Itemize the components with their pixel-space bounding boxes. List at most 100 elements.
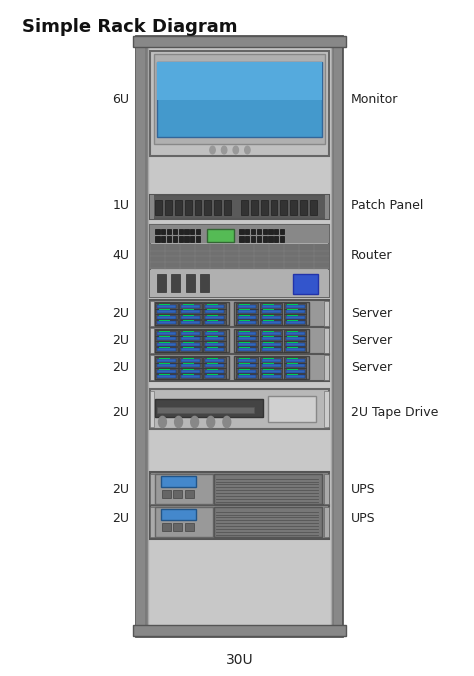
Bar	[159, 309, 170, 310]
Bar	[159, 358, 170, 359]
Bar	[196, 228, 201, 235]
Bar	[204, 200, 211, 214]
Bar	[324, 355, 329, 380]
Bar	[263, 368, 274, 370]
Bar	[245, 228, 249, 235]
Text: Simple Rack Diagram: Simple Rack Diagram	[21, 18, 237, 36]
Bar	[133, 37, 346, 47]
Bar	[181, 359, 200, 362]
Bar	[157, 359, 176, 362]
Bar	[236, 320, 258, 324]
Bar	[155, 368, 178, 373]
Bar	[181, 337, 200, 340]
Bar	[200, 274, 209, 291]
Bar	[179, 228, 183, 235]
Bar	[324, 391, 329, 427]
Circle shape	[191, 416, 199, 428]
Bar	[260, 314, 283, 319]
Bar	[234, 356, 309, 379]
Bar	[207, 320, 218, 321]
Text: Monitor: Monitor	[351, 93, 398, 106]
Bar	[281, 200, 287, 214]
Bar	[159, 320, 170, 321]
Bar	[334, 37, 342, 636]
Bar	[239, 347, 250, 348]
Bar	[237, 305, 256, 308]
Bar	[237, 370, 256, 372]
Bar	[183, 341, 194, 343]
Text: 2U: 2U	[112, 334, 129, 347]
Bar	[150, 195, 154, 219]
Text: 2U Tape Drive: 2U Tape Drive	[351, 406, 438, 419]
Bar	[183, 358, 194, 359]
Bar	[179, 320, 202, 324]
Bar	[207, 368, 218, 370]
Bar	[237, 348, 256, 351]
Bar	[150, 505, 329, 539]
Bar	[175, 200, 182, 214]
Bar	[183, 336, 194, 337]
Bar	[181, 332, 200, 335]
Bar	[207, 347, 218, 348]
Bar	[260, 363, 283, 368]
Bar	[154, 329, 228, 352]
Bar	[150, 299, 329, 327]
Bar	[155, 320, 178, 324]
Bar	[287, 363, 299, 364]
Bar	[181, 343, 200, 345]
Circle shape	[245, 146, 250, 154]
Circle shape	[223, 416, 231, 428]
Bar	[286, 348, 304, 351]
Bar	[155, 336, 178, 341]
Bar	[239, 368, 250, 370]
Bar	[263, 320, 274, 321]
Bar	[239, 358, 250, 359]
Bar	[236, 341, 258, 346]
Bar	[150, 270, 329, 297]
Bar	[205, 305, 224, 308]
Bar	[205, 359, 224, 362]
Bar	[262, 370, 281, 372]
Bar	[268, 228, 273, 235]
Bar	[236, 347, 258, 352]
Bar	[155, 228, 160, 235]
Bar	[137, 37, 145, 636]
Bar	[205, 343, 224, 345]
Bar	[274, 236, 279, 242]
Bar	[181, 316, 200, 318]
Bar	[173, 228, 177, 235]
Bar	[203, 374, 226, 379]
Bar	[155, 363, 178, 368]
Bar	[173, 523, 182, 531]
Bar	[300, 200, 307, 214]
Bar	[251, 200, 258, 214]
Text: 2U: 2U	[112, 483, 129, 496]
Bar	[286, 305, 304, 308]
Bar	[237, 316, 256, 318]
Bar	[150, 355, 155, 380]
Bar	[284, 336, 306, 341]
Bar	[239, 236, 244, 242]
Bar	[203, 320, 226, 324]
Bar	[161, 236, 165, 242]
Bar	[205, 310, 224, 313]
Bar	[167, 236, 171, 242]
Text: 1U: 1U	[112, 199, 129, 212]
Text: Server: Server	[351, 307, 392, 320]
Bar	[286, 370, 304, 372]
Bar	[133, 625, 346, 636]
Text: Patch Panel: Patch Panel	[351, 199, 423, 212]
Bar	[293, 274, 318, 293]
Bar	[263, 358, 274, 359]
Bar	[236, 374, 258, 379]
Bar	[179, 374, 202, 379]
Circle shape	[221, 146, 227, 154]
Bar	[157, 370, 176, 372]
Bar	[284, 314, 306, 319]
Circle shape	[174, 416, 182, 428]
Bar	[207, 363, 218, 364]
Bar	[271, 200, 277, 214]
Bar	[262, 348, 281, 351]
Bar	[237, 332, 256, 335]
Bar	[203, 336, 226, 341]
